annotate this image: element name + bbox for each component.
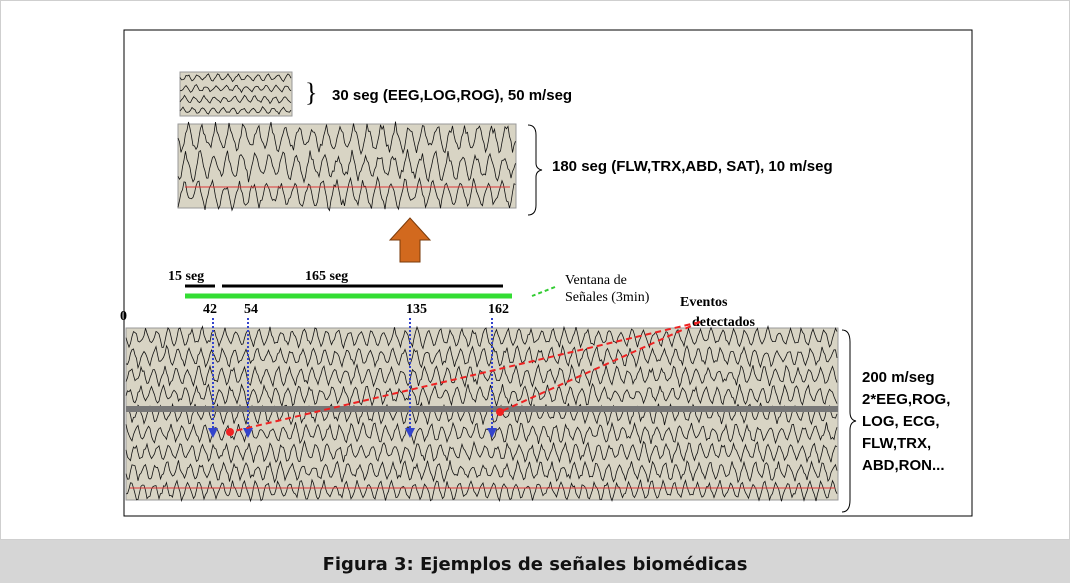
arrow-head — [226, 428, 234, 436]
marker-label: 42 — [203, 302, 217, 317]
arrow-head — [496, 408, 504, 416]
separator — [126, 406, 838, 412]
origin: 0 — [120, 309, 127, 324]
window-long: 165 seg — [305, 269, 348, 284]
bottom-label-line: 2*EEG,ROG, — [862, 391, 950, 408]
window-legend: Ventana de — [565, 273, 627, 288]
signal-image — [178, 124, 516, 208]
middle-label: 180 seg (FLW,TRX,ABD, SAT), 10 m/seg — [552, 158, 833, 175]
bottom-label-line: FLW,TRX, — [862, 435, 931, 452]
caption: Figura 3: Ejemplos de señales biomédicas — [0, 540, 1070, 583]
marker-label: 54 — [244, 302, 258, 317]
brace: } — [305, 78, 317, 107]
bottom-label-line: LOG, ECG, — [862, 413, 940, 430]
events-label: Eventos — [680, 295, 728, 310]
events-label: detectados — [692, 315, 756, 330]
window-legend: Señales (3min) — [565, 290, 650, 305]
bottom-label-line: 200 m/seg — [862, 369, 935, 386]
figure: 30 seg (EEG,LOG,ROG), 50 m/seg } 180 seg… — [0, 0, 1070, 540]
marker-label: 162 — [488, 302, 509, 317]
page: 30 seg (EEG,LOG,ROG), 50 m/seg } 180 seg… — [0, 0, 1070, 583]
top-label: 30 seg (EEG,LOG,ROG), 50 m/seg — [332, 87, 572, 104]
bottom-label-line: ABD,RON... — [862, 457, 945, 474]
marker-label: 135 — [406, 302, 427, 317]
window-short: 15 seg — [168, 269, 204, 284]
